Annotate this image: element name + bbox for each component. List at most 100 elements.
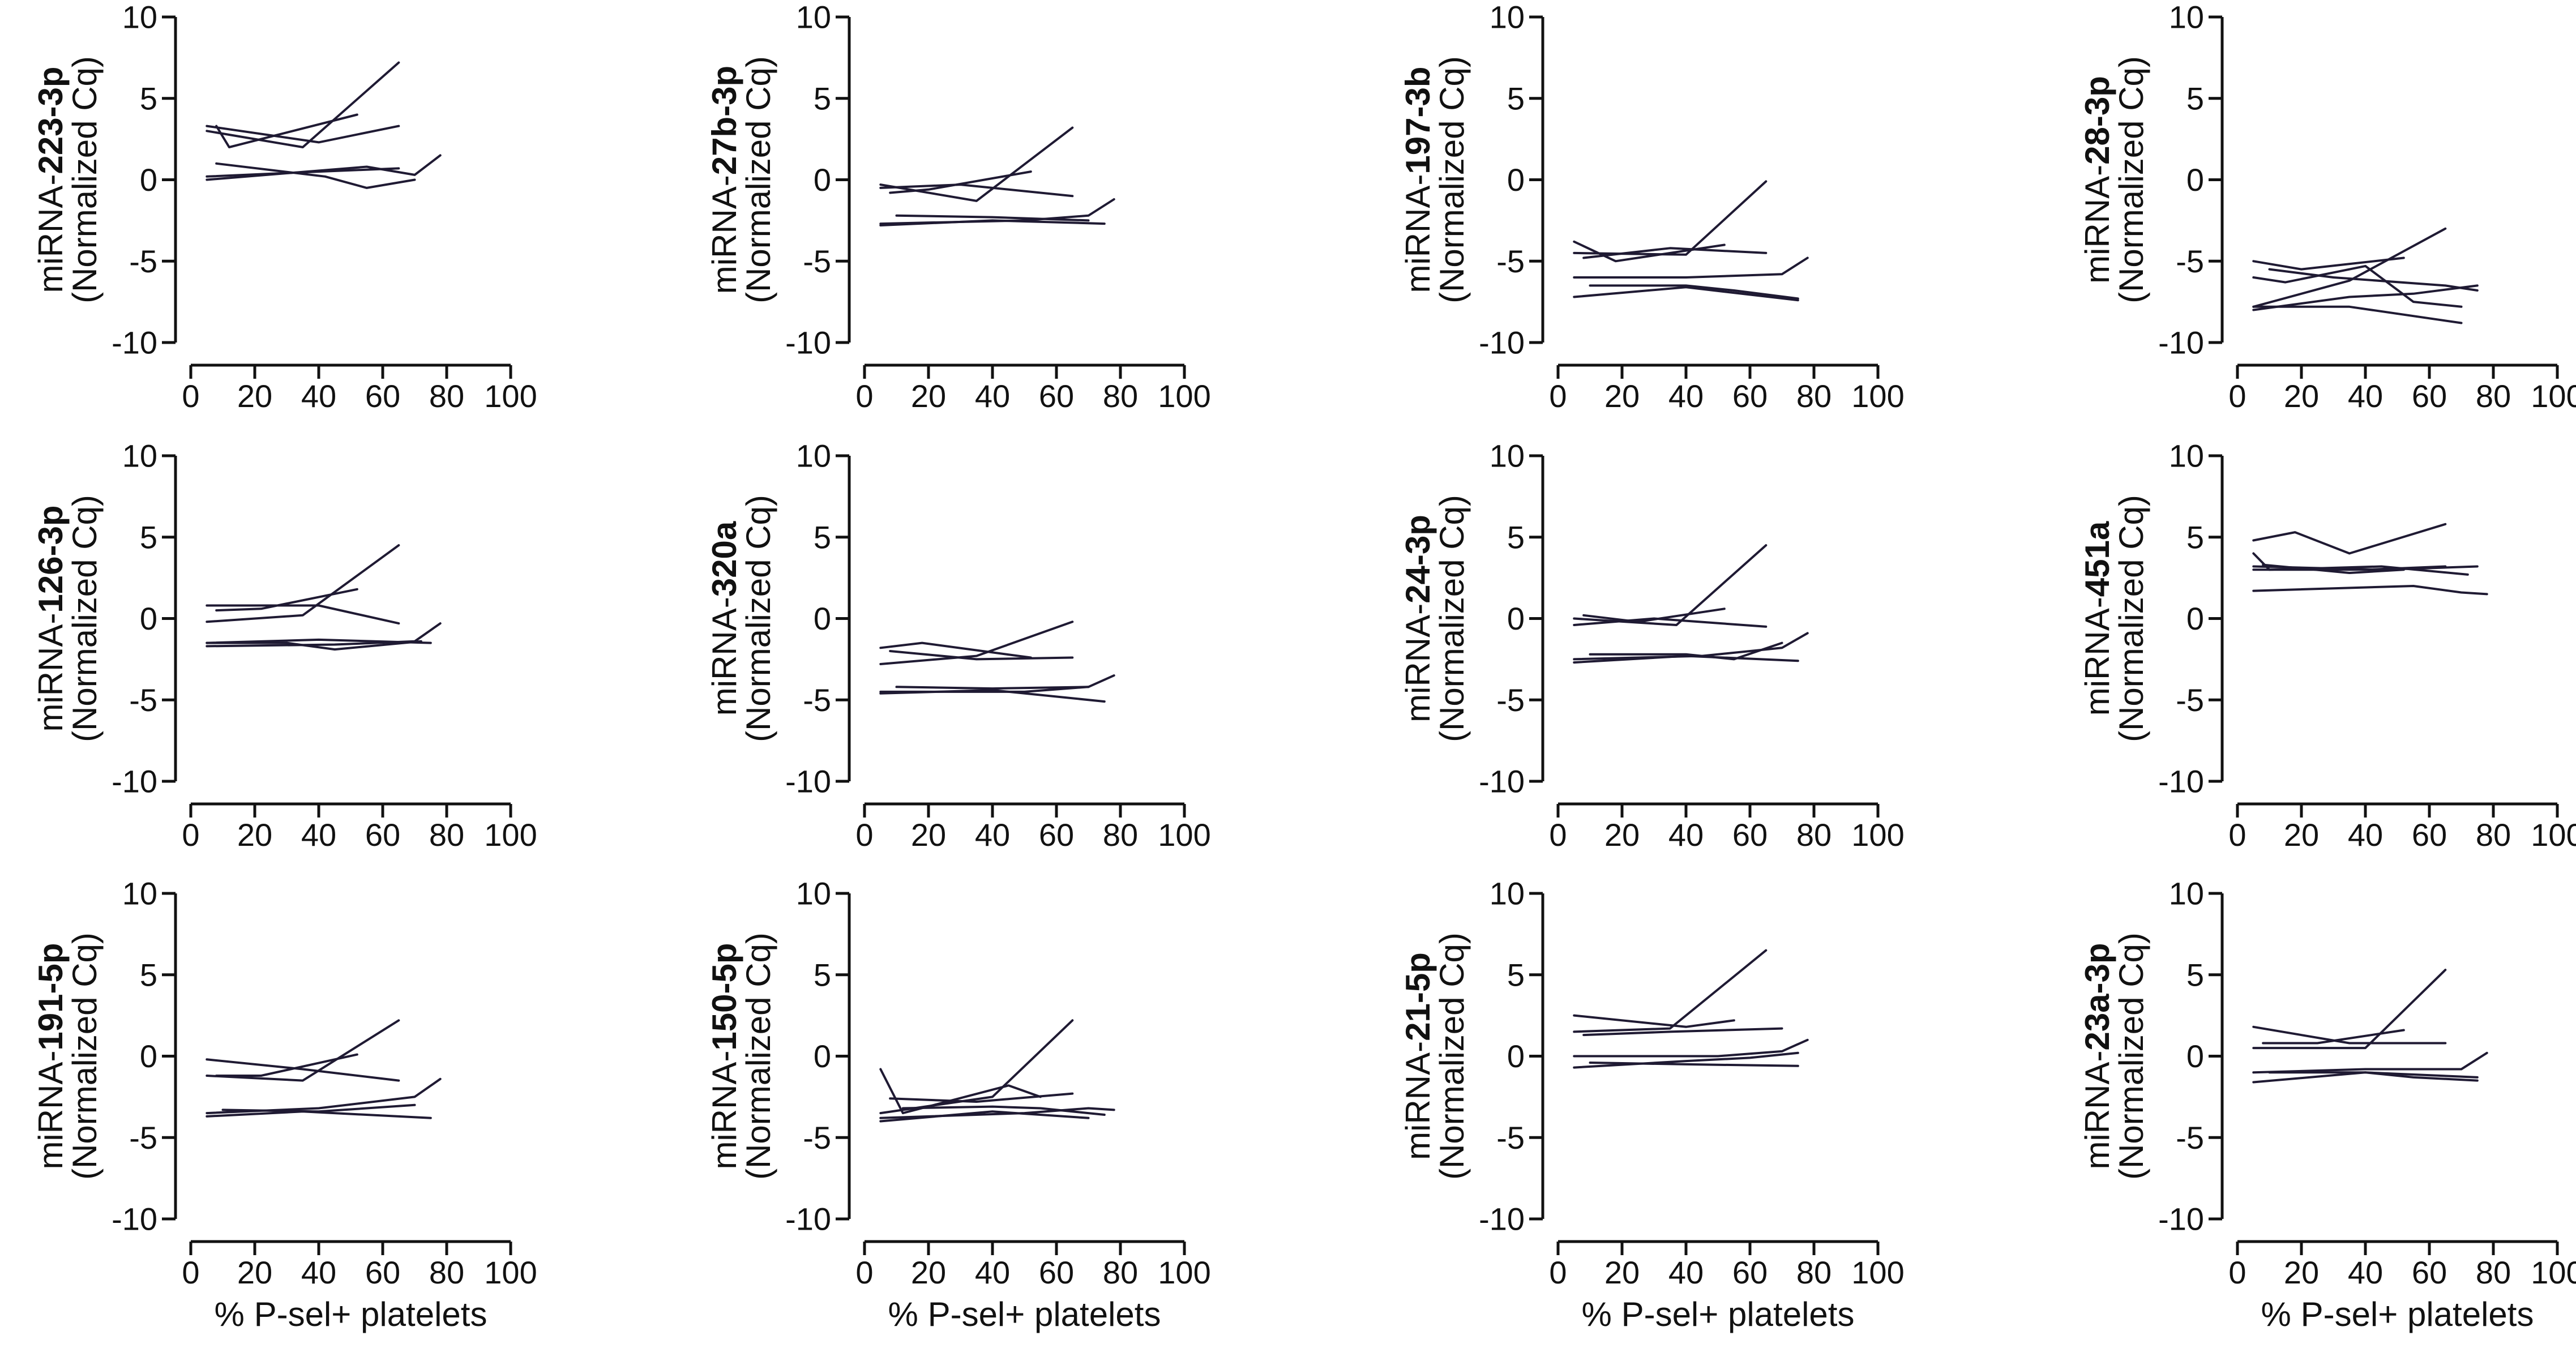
y-tick-label: 10 [122,876,157,911]
y-axis-title-mirna: 21-5p [1399,952,1437,1041]
x-tick-label: 0 [182,1255,199,1290]
y-axis-title-prefix: miRNA- [1399,174,1437,293]
y-axis-title-prefix: miRNA- [2078,1051,2116,1170]
y-tick-label: -5 [1496,682,1525,718]
y-tick-label: -5 [129,243,157,279]
y-tick-label: 0 [814,601,831,636]
y-tick-label: -5 [129,1120,157,1156]
x-tick-label: 100 [1158,378,1210,414]
y-axis-title-mirna: 126-3p [32,505,70,613]
series-line-donor-1 [206,1019,400,1082]
x-tick-label: 80 [1796,378,1832,414]
x-tick-label: 0 [2228,378,2246,414]
series-line-donor-3 [215,113,358,148]
y-axis-title-prefix: miRNA- [705,1051,743,1170]
series-line-donor-3 [1582,1027,1783,1037]
x-tick-label: 0 [2228,817,2246,853]
series-line-donor-6 [206,167,400,178]
series-line-donor-5 [879,674,1115,693]
panel-28-3p: 10 5 0 -5 -10 0 20 40 60 80 100 miRNA-28-3p(Normali… [2078,0,2576,414]
x-tick-label: 0 [855,1255,873,1290]
x-tick-label: 0 [1549,1255,1567,1290]
y-tick-label: 10 [796,0,831,35]
y-tick-label: 0 [814,162,831,198]
x-axis-title: % P-sel+ platelets [215,1295,487,1333]
x-tick-label: 100 [484,378,537,414]
x-tick-label: 100 [2531,817,2576,853]
x-tick-label: 40 [301,1255,336,1290]
y-axis-title: miRNA-197-3b [1399,66,1437,293]
x-tick-label: 0 [855,817,873,853]
y-axis-unit: (Normalized Cq) [739,932,777,1180]
y-tick-label: 0 [2186,601,2204,636]
series-line-donor-6 [895,686,1090,690]
y-tick-label: 5 [1507,957,1525,992]
series-line-donor-3 [889,650,1074,661]
panel-27b-3p: 10 5 0 -5 -10 0 20 40 60 80 100 miRNA-27b-3p(Normal… [705,0,1211,414]
x-tick-label: 60 [2412,378,2447,414]
x-tick-label: 100 [1851,1255,1904,1290]
x-tick-label: 80 [429,817,464,853]
x-tick-label: 100 [1851,378,1904,414]
y-tick-label: -10 [1479,325,1525,361]
y-tick-label: -5 [803,682,831,718]
series-line-donor-2 [2252,256,2405,271]
x-tick-label: 80 [2476,378,2511,414]
y-tick-label: 0 [140,601,157,636]
series-line-donor-2 [879,641,1032,659]
y-axis-title: miRNA-27b-3p [705,66,743,294]
series-line-donor-6 [901,1105,1106,1116]
y-axis-title: miRNA-28-3p [2078,76,2116,284]
y-tick-label: 0 [1507,1038,1525,1074]
y-tick-label: -5 [129,682,157,718]
y-tick-label: 5 [2186,957,2204,992]
y-tick-label: 5 [1507,519,1525,555]
x-tick-label: 60 [1732,1255,1768,1290]
x-axis-title: % P-sel+ platelets [888,1295,1161,1333]
x-tick-label: 80 [1796,817,1832,853]
y-tick-label: -10 [785,325,831,361]
y-tick-label: -10 [2158,764,2204,799]
y-tick-label: 5 [2186,519,2204,555]
y-tick-label: -10 [2158,1201,2204,1237]
x-tick-label: 20 [1604,817,1640,853]
x-tick-label: 80 [2476,817,2511,853]
y-tick-label: 0 [1507,601,1525,636]
x-tick-label: 40 [975,1255,1010,1290]
x-tick-label: 20 [1604,1255,1640,1290]
y-tick-label: -5 [2176,682,2204,718]
y-axis-title-prefix: miRNA- [32,613,70,732]
series-line-donor-3 [889,170,1032,194]
x-tick-label: 100 [1158,1255,1210,1290]
y-tick-label: 0 [814,1038,831,1074]
x-tick-label: 60 [1732,817,1768,853]
x-tick-label: 40 [975,817,1010,853]
series-line-donor-5 [879,198,1115,225]
y-axis-unit: (Normalized Cq) [2112,932,2150,1180]
y-tick-label: 5 [140,519,157,555]
x-tick-label: 0 [1549,817,1567,853]
x-tick-label: 20 [237,1255,272,1290]
y-tick-label: 10 [2169,876,2204,911]
x-tick-label: 40 [2348,817,2383,853]
series-line-donor-5 [1589,284,1799,300]
y-axis-title: miRNA-223-3p [32,66,70,293]
series-line-donor-6 [1573,286,1799,302]
y-tick-label: -10 [112,325,157,361]
y-tick-label: 10 [122,438,157,474]
y-axis-title-mirna: 451a [2078,521,2116,597]
x-tick-label: 0 [2228,1255,2246,1290]
series-line-donor-6 [1589,1062,1799,1067]
y-tick-label: 5 [140,957,157,992]
panel-320a: 10 5 0 -5 -10 0 20 40 60 80 100 miRNA-320a(Normaliz… [705,438,1211,853]
series-line-donor-3 [1582,247,1768,259]
y-axis-unit: (Normalized Cq) [739,56,777,303]
y-tick-label: -5 [2176,1120,2204,1156]
y-axis-unit: (Normalized Cq) [66,932,104,1180]
x-tick-label: 60 [2412,817,2447,853]
y-tick-label: 10 [796,876,831,911]
series-line-donor-3 [889,1092,1074,1103]
y-axis-title: miRNA-191-5p [32,943,70,1169]
y-tick-label: -10 [1479,764,1525,799]
